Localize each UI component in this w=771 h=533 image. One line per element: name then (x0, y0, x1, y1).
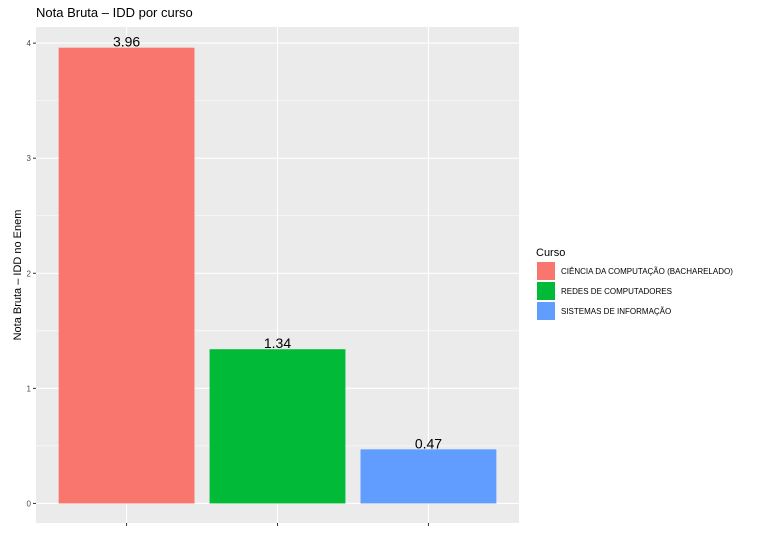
y-axis-title: Nota Bruta – IDD no Enem (12, 210, 24, 341)
legend-items: CIÊNCIA DA COMPUTAÇÃO (BACHARELADO) REDES… (537, 262, 733, 320)
bar-1 (58, 47, 195, 504)
y-tick-label: 2 (27, 269, 32, 278)
legend-label-2: REDES DE COMPUTADORES (561, 287, 672, 296)
legend-key-3 (537, 302, 555, 320)
chart-title: Nota Bruta – IDD por curso (36, 5, 193, 20)
x-axis (126, 523, 429, 526)
legend-label-1: CIÊNCIA DA COMPUTAÇÃO (BACHARELADO) (561, 267, 733, 276)
legend-label-3: SISTEMAS DE INFORMAÇÃO (561, 307, 671, 316)
bars-group (58, 47, 497, 504)
y-axis: 0 1 2 3 4 (27, 39, 36, 508)
legend-title: Curso (536, 247, 565, 259)
legend: Curso CIÊNCIA DA COMPUTAÇÃO (BACHARELADO… (536, 247, 733, 320)
data-label-2: 1.34 (264, 335, 291, 351)
bar-2 (209, 349, 346, 504)
legend-key-2 (537, 282, 555, 300)
data-label-1: 3.96 (113, 34, 140, 50)
y-tick-label: 1 (27, 384, 32, 393)
y-tick-label: 4 (27, 39, 32, 48)
legend-key-1 (537, 262, 555, 280)
y-tick-label: 3 (27, 154, 32, 163)
bar-3 (360, 449, 497, 504)
data-labels-group: 3.96 1.34 0.47 (113, 34, 442, 452)
data-label-3: 0.47 (415, 435, 442, 451)
y-tick-label: 0 (27, 499, 32, 508)
